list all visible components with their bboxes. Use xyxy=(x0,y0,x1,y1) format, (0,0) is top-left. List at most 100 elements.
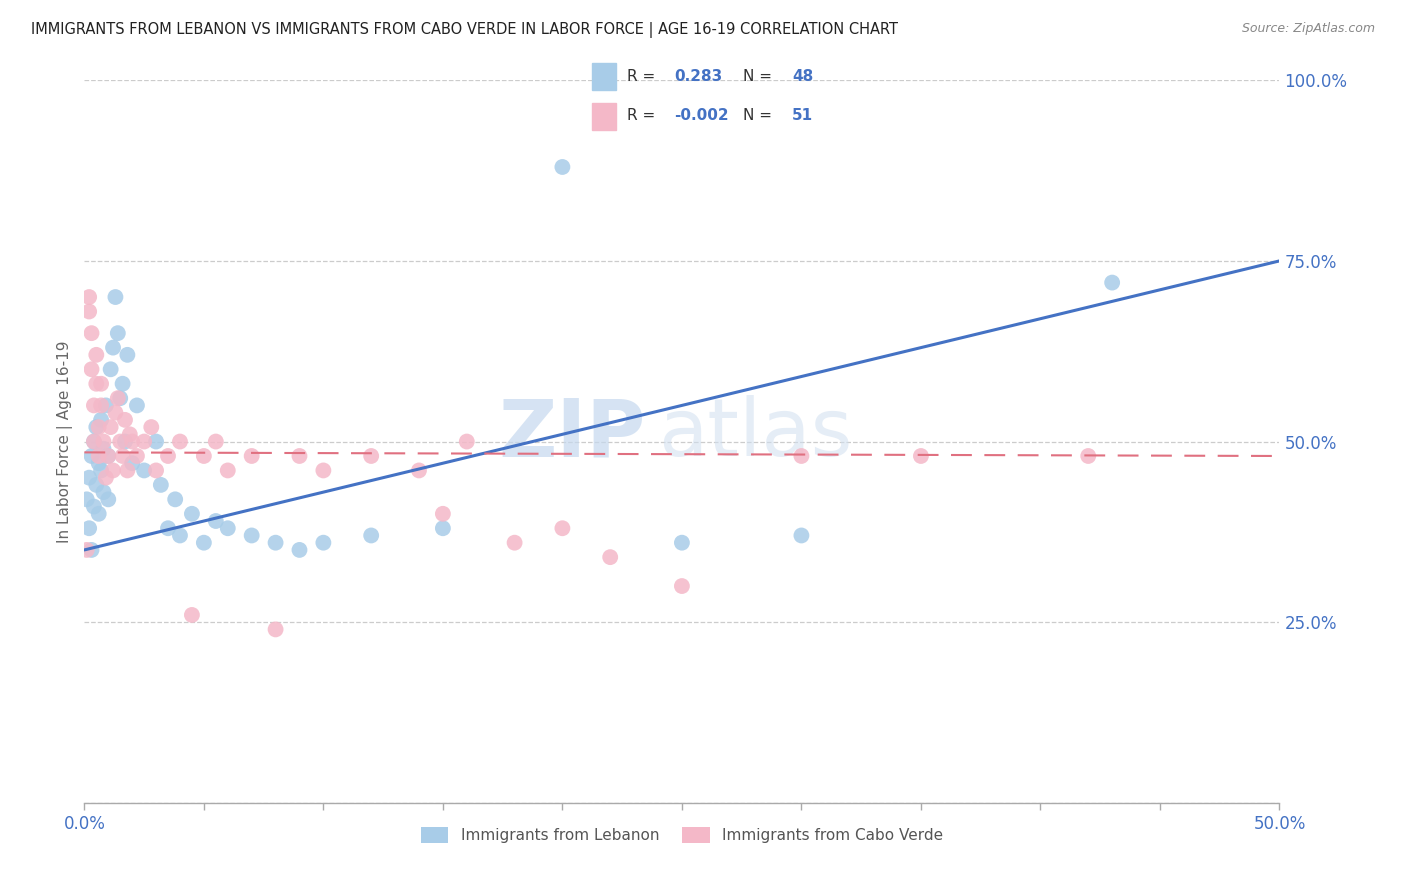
Point xyxy=(205,434,228,449)
Text: atlas: atlas xyxy=(658,395,852,474)
Point xyxy=(77,304,100,318)
Point xyxy=(240,449,263,463)
Point xyxy=(93,434,115,449)
Point xyxy=(1077,449,1099,463)
Point xyxy=(107,326,129,340)
Point xyxy=(165,492,187,507)
Point xyxy=(86,348,108,362)
Point xyxy=(87,420,110,434)
Point xyxy=(132,463,156,477)
Point xyxy=(264,535,287,549)
Point xyxy=(217,521,239,535)
Point xyxy=(145,434,167,449)
Point xyxy=(107,391,129,405)
Point xyxy=(93,442,115,456)
Point xyxy=(97,492,120,507)
Bar xyxy=(592,62,616,90)
Point xyxy=(87,449,110,463)
Point xyxy=(149,478,172,492)
Point xyxy=(408,463,430,477)
Point xyxy=(671,579,693,593)
Text: N =: N = xyxy=(742,69,776,84)
Point xyxy=(90,398,112,412)
Bar xyxy=(592,103,616,130)
Text: R =: R = xyxy=(627,108,661,123)
Point xyxy=(100,420,122,434)
Point xyxy=(671,535,693,549)
Point xyxy=(104,290,127,304)
Text: N =: N = xyxy=(742,108,776,123)
Point xyxy=(141,420,163,434)
Point xyxy=(114,434,136,449)
Point xyxy=(240,528,263,542)
Point xyxy=(83,434,105,449)
Point xyxy=(94,398,117,412)
Point xyxy=(97,449,120,463)
Point xyxy=(1101,276,1123,290)
Point xyxy=(169,528,191,542)
Point xyxy=(360,528,382,542)
Text: -0.002: -0.002 xyxy=(673,108,728,123)
Point xyxy=(76,492,98,507)
Point xyxy=(104,406,127,420)
Point xyxy=(111,376,134,391)
Point xyxy=(288,449,311,463)
Point xyxy=(94,470,117,484)
Y-axis label: In Labor Force | Age 16-19: In Labor Force | Age 16-19 xyxy=(58,340,73,543)
Legend: Immigrants from Lebanon, Immigrants from Cabo Verde: Immigrants from Lebanon, Immigrants from… xyxy=(415,822,949,849)
Point xyxy=(790,449,813,463)
Point xyxy=(125,398,148,412)
Point xyxy=(114,413,136,427)
Point xyxy=(111,449,134,463)
Point xyxy=(80,542,103,557)
Point xyxy=(910,449,932,463)
Point xyxy=(193,449,215,463)
Point xyxy=(86,420,108,434)
Text: ZIP: ZIP xyxy=(499,395,647,474)
Point xyxy=(97,449,120,463)
Point xyxy=(87,507,110,521)
Point xyxy=(77,290,100,304)
Point xyxy=(288,542,311,557)
Point xyxy=(86,376,108,391)
Point xyxy=(360,449,382,463)
Text: 0.283: 0.283 xyxy=(673,69,723,84)
Point xyxy=(93,485,115,500)
Point xyxy=(83,398,105,412)
Point xyxy=(205,514,228,528)
Point xyxy=(110,391,132,405)
Point xyxy=(100,362,122,376)
Point xyxy=(80,449,103,463)
Point xyxy=(83,500,105,514)
Point xyxy=(264,623,287,637)
Point xyxy=(83,434,105,449)
Point xyxy=(193,535,215,549)
Point xyxy=(125,449,148,463)
Point xyxy=(76,542,98,557)
Point xyxy=(503,535,526,549)
Point xyxy=(181,507,204,521)
Point xyxy=(110,434,132,449)
Point xyxy=(432,507,454,521)
Point xyxy=(80,362,103,376)
Point xyxy=(551,160,574,174)
Point xyxy=(118,427,141,442)
Point xyxy=(145,463,167,477)
Point xyxy=(121,456,143,470)
Point xyxy=(551,521,574,535)
Point xyxy=(117,348,139,362)
Point xyxy=(90,376,112,391)
Point xyxy=(77,521,100,535)
Point xyxy=(181,607,204,622)
Point xyxy=(77,470,100,484)
Point xyxy=(157,449,180,463)
Point xyxy=(217,463,239,477)
Text: 48: 48 xyxy=(792,69,813,84)
Text: IMMIGRANTS FROM LEBANON VS IMMIGRANTS FROM CABO VERDE IN LABOR FORCE | AGE 16-19: IMMIGRANTS FROM LEBANON VS IMMIGRANTS FR… xyxy=(31,22,898,38)
Text: Source: ZipAtlas.com: Source: ZipAtlas.com xyxy=(1241,22,1375,36)
Point xyxy=(121,434,143,449)
Point xyxy=(101,463,124,477)
Point xyxy=(432,521,454,535)
Text: 51: 51 xyxy=(792,108,813,123)
Point xyxy=(599,550,621,565)
